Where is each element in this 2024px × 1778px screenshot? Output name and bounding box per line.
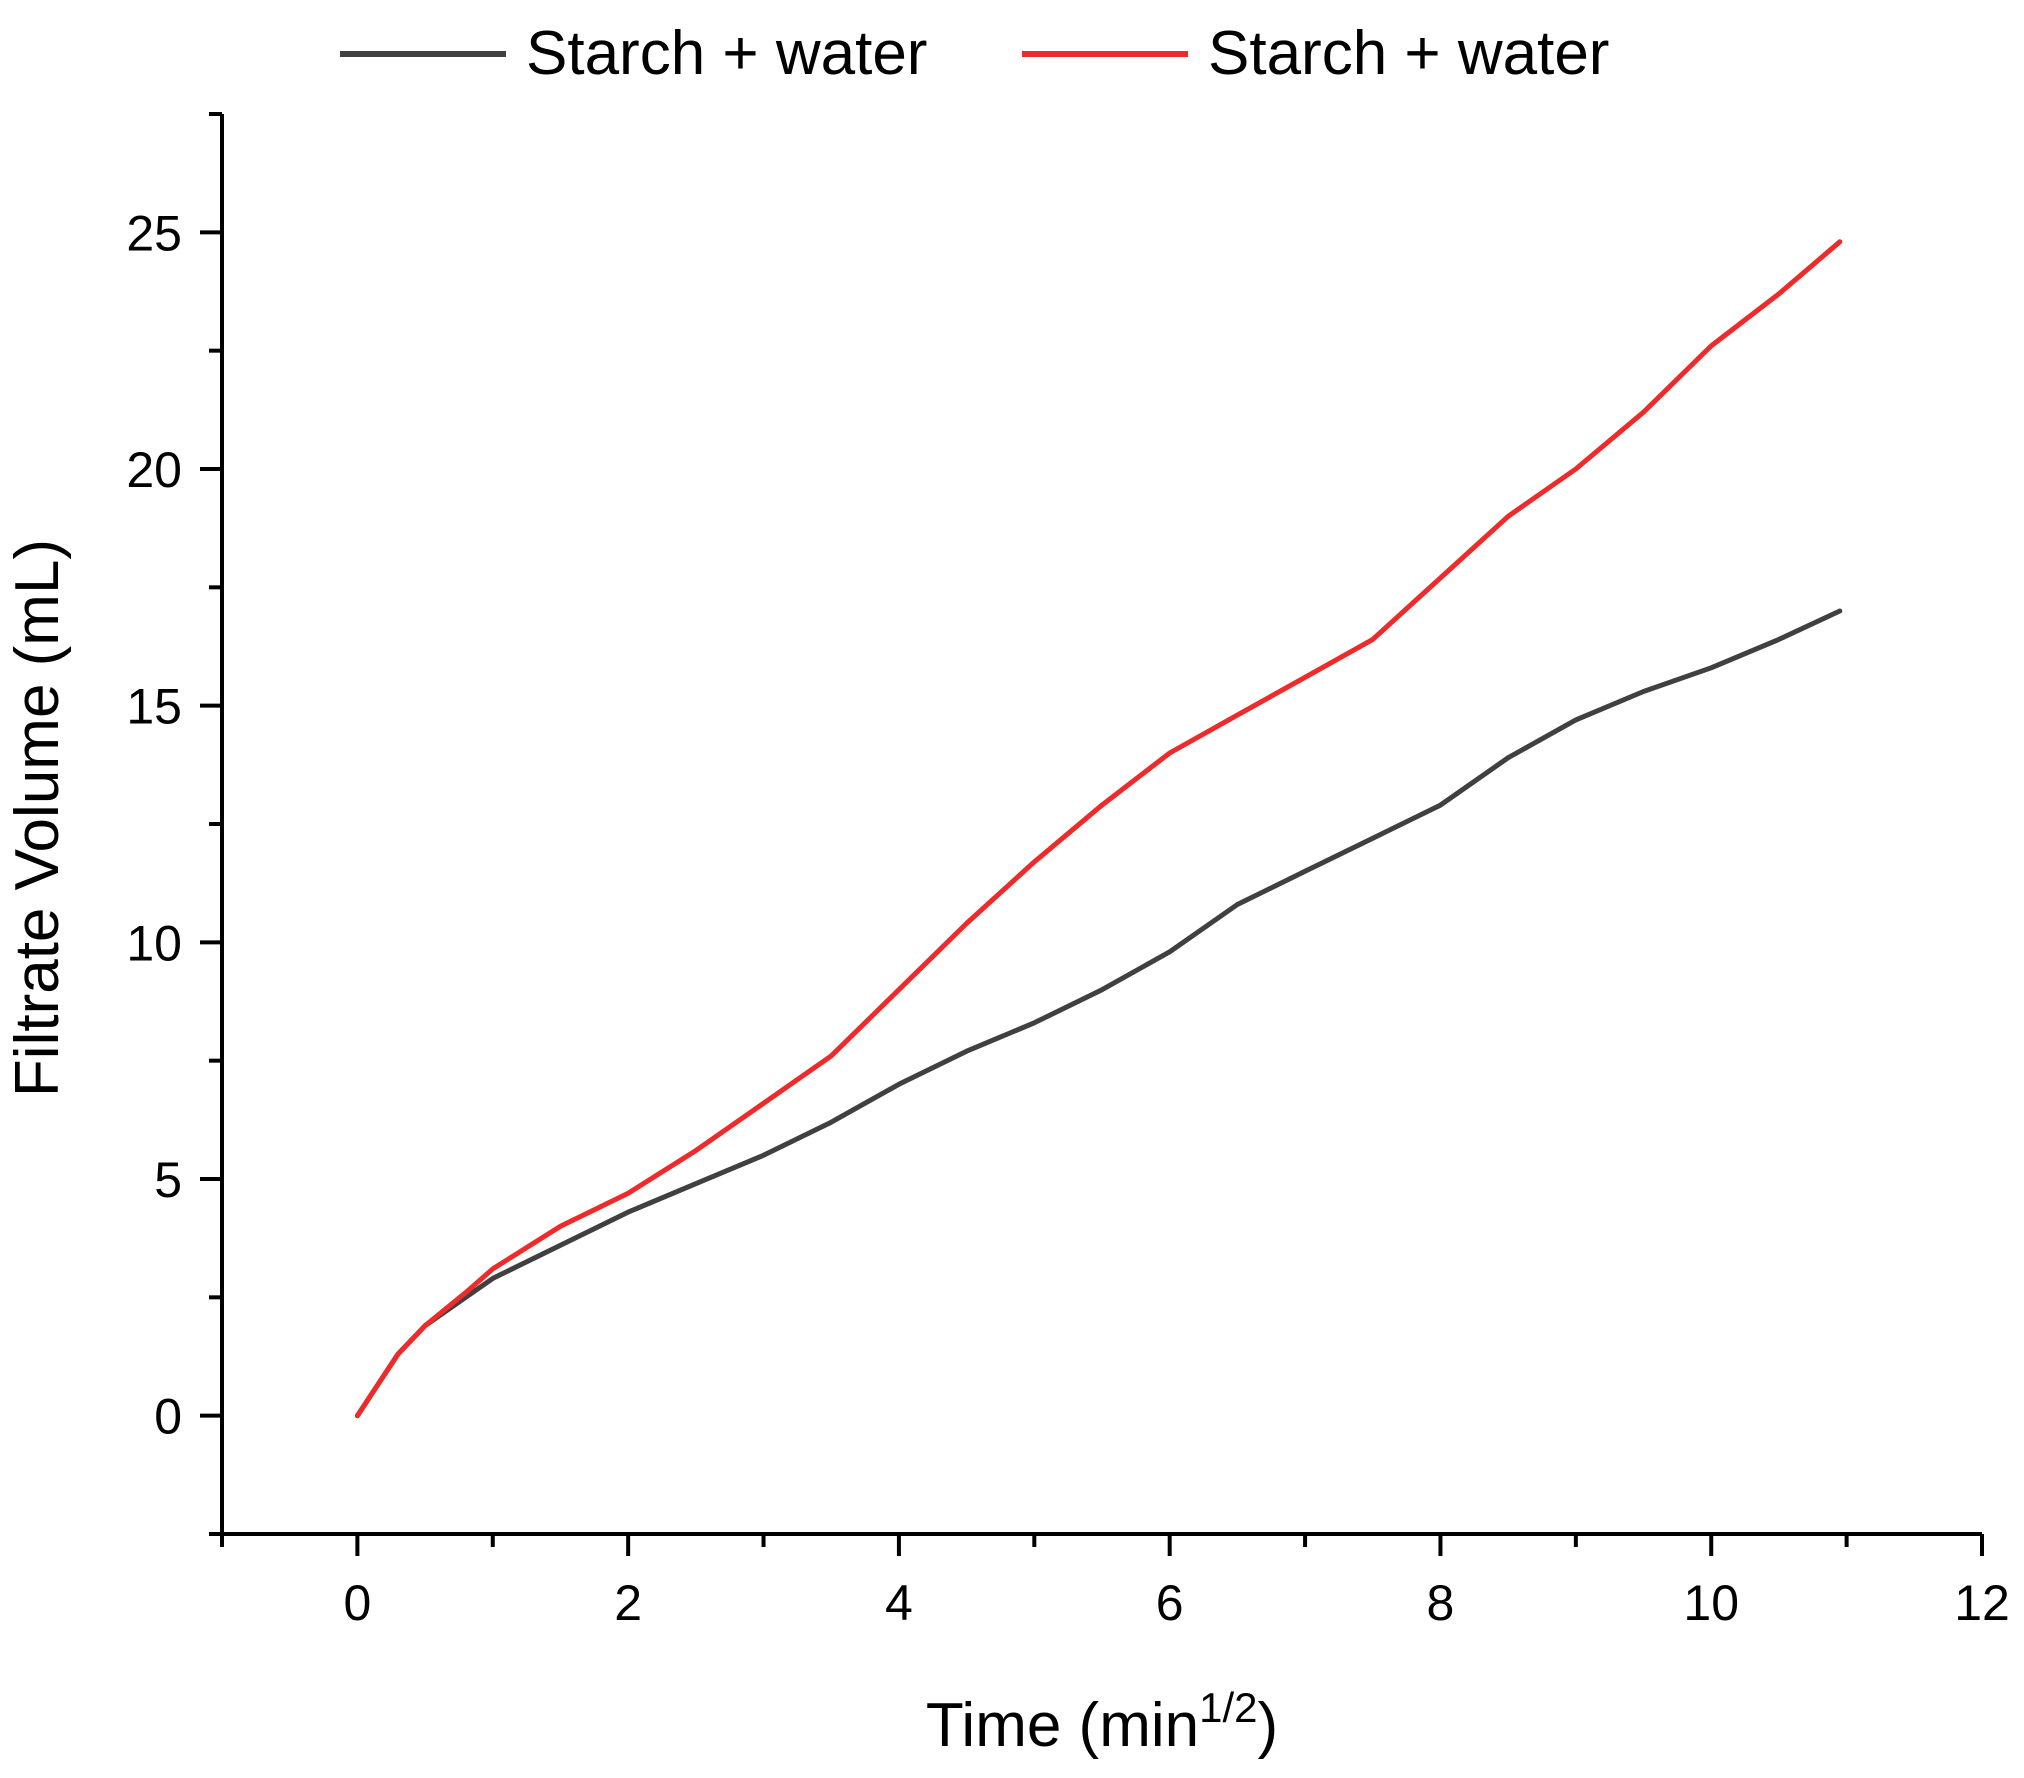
legend: Starch + water Starch + water — [340, 19, 1609, 88]
y-tick-label: 15 — [126, 679, 182, 735]
x-tick-label: 0 — [343, 1575, 371, 1631]
axes: 0 2 4 6 8 10 12 0 5 10 15 20 25 — [126, 112, 2010, 1631]
x-tick-label: 12 — [1954, 1575, 2010, 1631]
x-axis-label-sup: 1/2 — [1199, 1684, 1257, 1731]
series-line-1 — [354, 608, 1843, 1419]
y-axis-label: Filtrate Volume (mL) — [3, 539, 72, 1097]
x-axis-label-main: Time (min — [926, 1691, 1199, 1760]
x-tick-label: 10 — [1683, 1575, 1739, 1631]
series-group — [354, 239, 1843, 1419]
series-line-2 — [354, 239, 1843, 1419]
y-tick-label: 0 — [154, 1389, 182, 1445]
x-tick-label: 4 — [885, 1575, 913, 1631]
legend-label-2: Starch + water — [1208, 19, 1609, 88]
y-tick-label: 5 — [154, 1152, 182, 1208]
legend-label-1: Starch + water — [526, 19, 927, 88]
x-axis-label: Time (min1/2) — [926, 1684, 1278, 1760]
x-tick-label: 2 — [614, 1575, 642, 1631]
x-tick-label: 8 — [1427, 1575, 1455, 1631]
y-tick-label: 25 — [126, 205, 182, 261]
y-tick-label: 10 — [126, 915, 182, 971]
x-tick-label: 6 — [1156, 1575, 1184, 1631]
x-axis-label-close: ) — [1257, 1691, 1278, 1760]
y-tick-label: 20 — [126, 442, 182, 498]
